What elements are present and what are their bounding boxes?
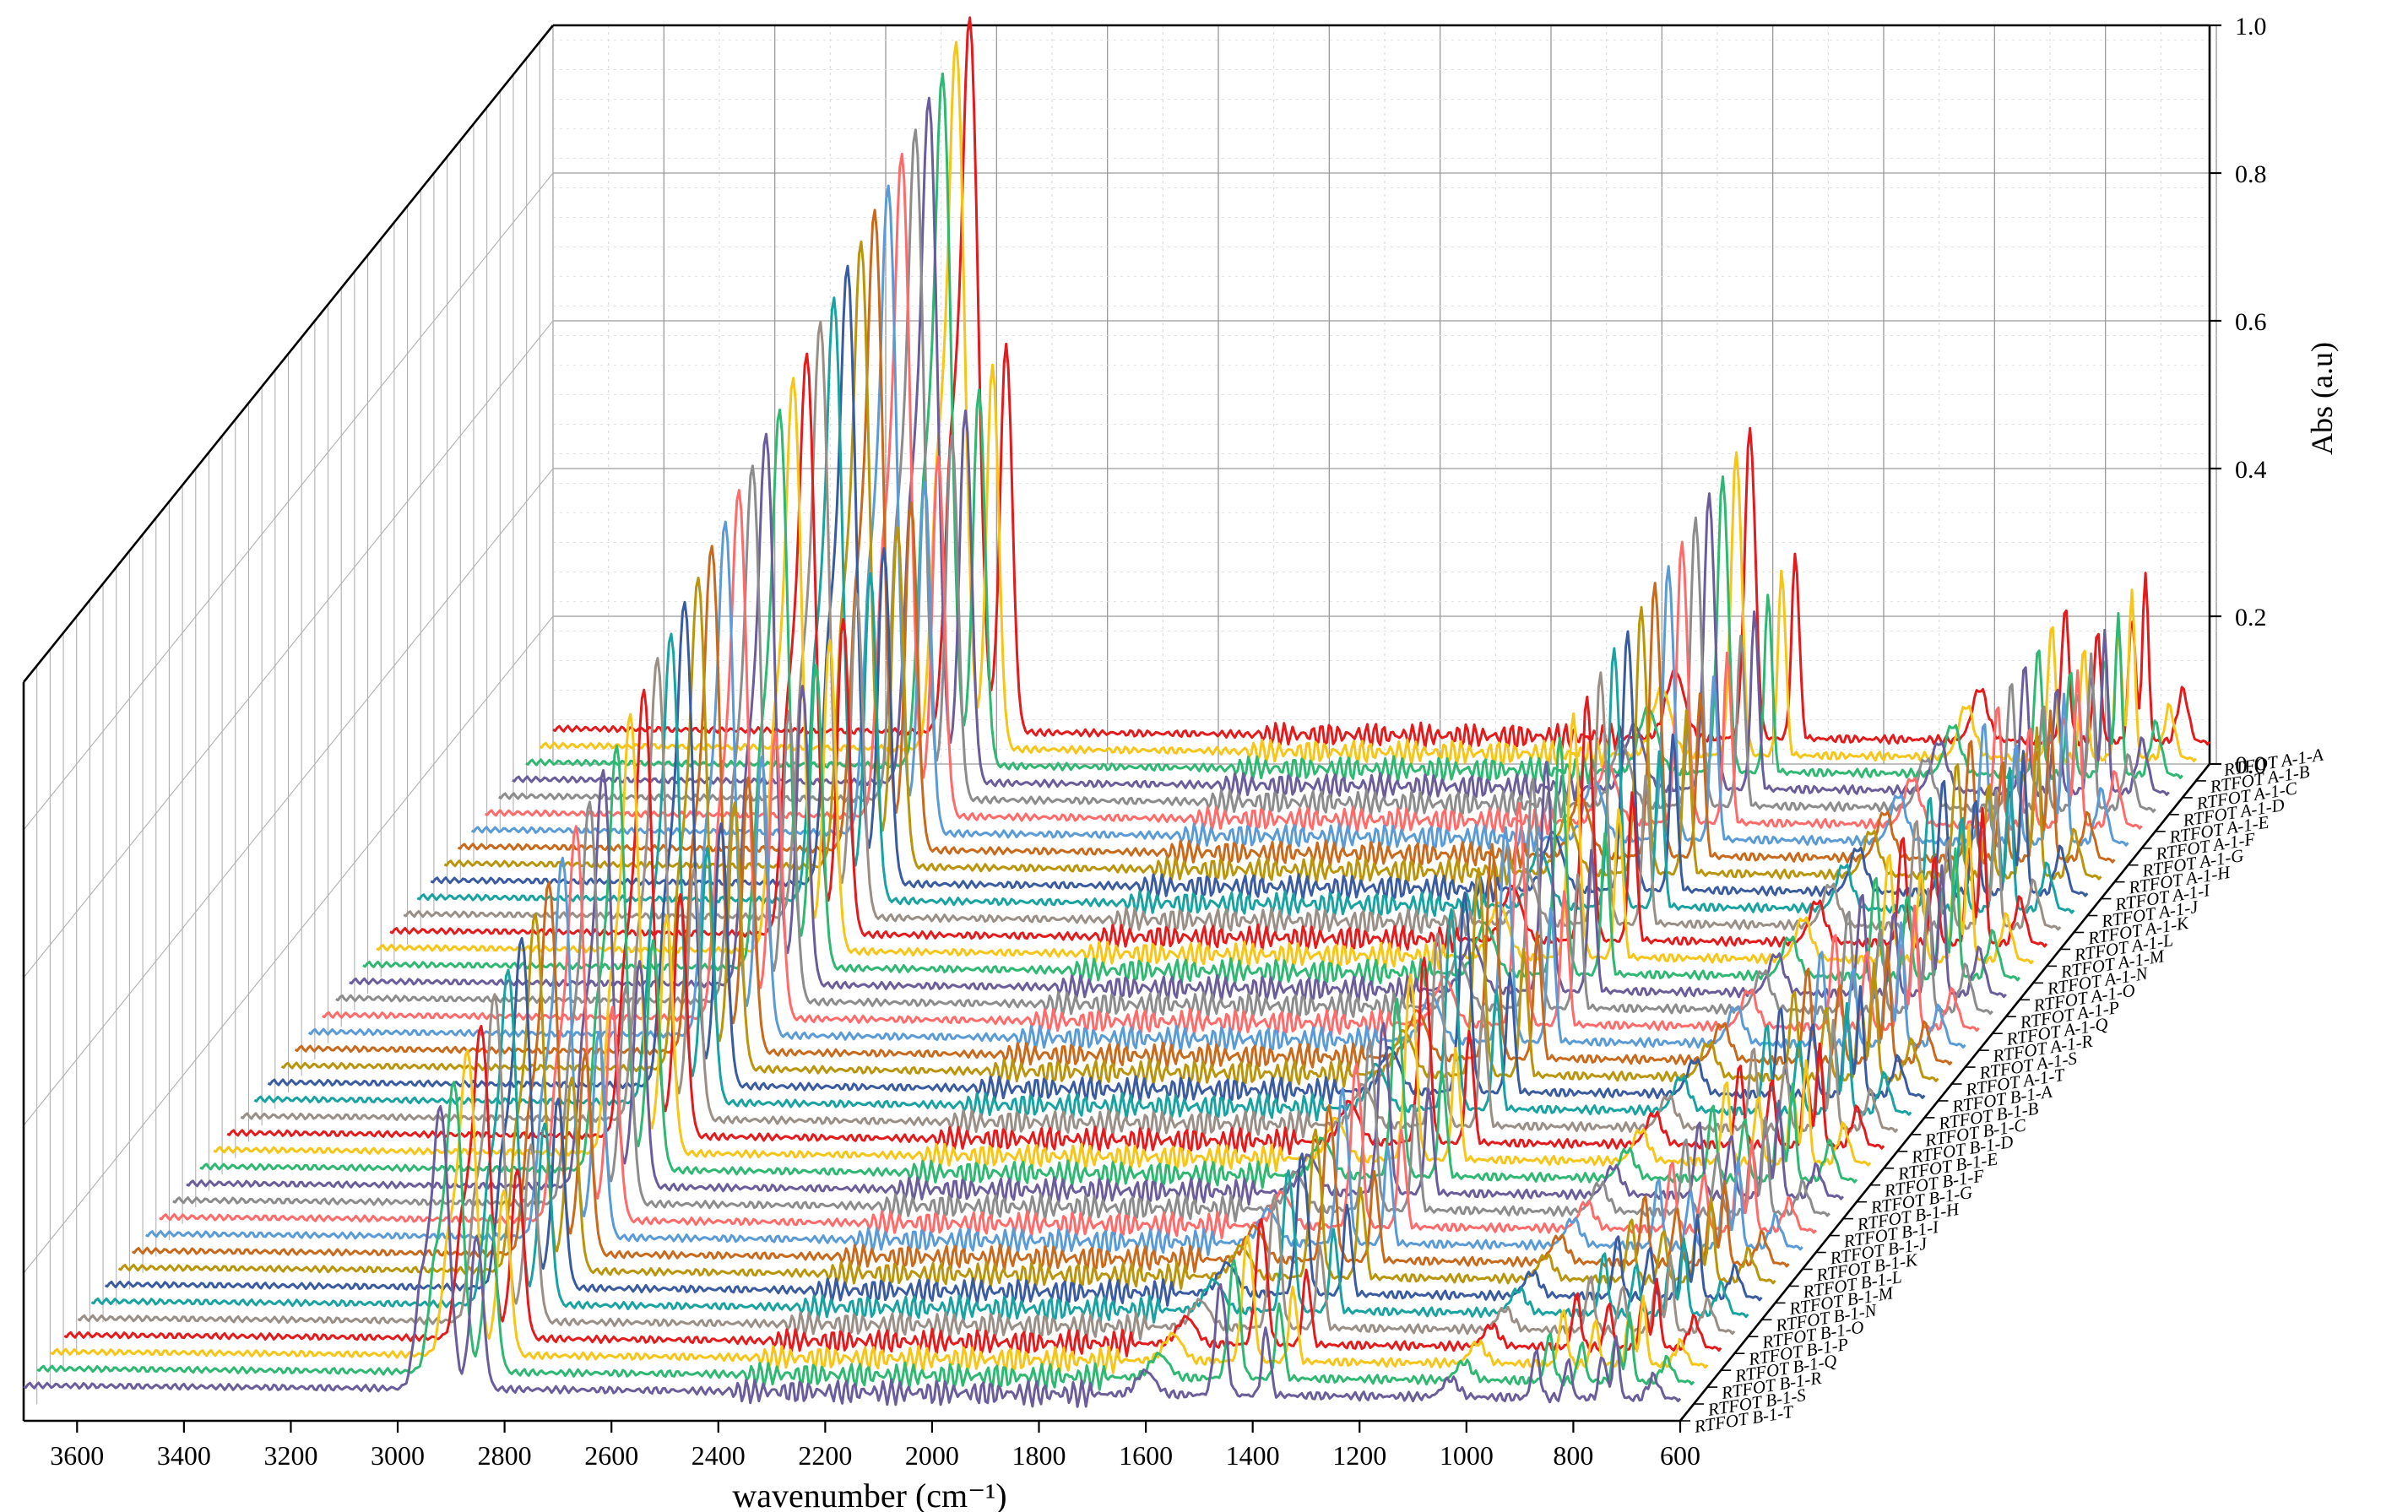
series-line — [484, 152, 2143, 836]
x-tick-label: 3200 — [263, 1440, 317, 1471]
axis-line — [1679, 763, 2211, 1422]
x-tick-label: 2000 — [905, 1440, 959, 1471]
spectra-series — [23, 16, 2211, 1408]
grid-major-line — [23, 468, 554, 1126]
series-line — [307, 520, 1966, 1054]
x-tick-label: 1600 — [1119, 1440, 1173, 1471]
x-tick-label: 2800 — [478, 1440, 532, 1471]
x-tick-label: 1800 — [1012, 1440, 1066, 1471]
x-tick-label: 1000 — [1440, 1440, 1494, 1471]
series-line — [50, 1049, 1709, 1374]
x-tick-label: 1400 — [1226, 1440, 1280, 1471]
z-tick-label: 0.4 — [2235, 456, 2267, 484]
z-axis-ticks: 0.0 0.2 0.4 0.6 0.8 1.0 — [2210, 13, 2267, 779]
series-line — [294, 545, 1953, 1071]
series-line — [416, 296, 2075, 920]
series-line — [63, 1024, 1722, 1358]
x-tick-label: 3400 — [157, 1440, 211, 1471]
series-line — [145, 856, 1803, 1257]
series-line — [403, 321, 2062, 937]
grid-major-line — [23, 615, 554, 1274]
series-line — [322, 489, 1980, 1038]
axis-line — [22, 24, 555, 683]
x-tick-label: 2400 — [691, 1440, 746, 1471]
series-line — [131, 881, 1790, 1274]
series-line — [552, 16, 2211, 751]
series-line — [77, 993, 1736, 1341]
x-tick-label: 800 — [1553, 1440, 1593, 1471]
x-tick-label: 3000 — [371, 1440, 425, 1471]
series-line — [430, 264, 2089, 903]
series-line — [470, 184, 2129, 853]
series-line — [104, 936, 1763, 1308]
series-line — [457, 209, 2116, 870]
z-tick-label: 0.8 — [2235, 160, 2267, 188]
series-line — [376, 377, 2035, 971]
x-tick-label: 2600 — [584, 1440, 638, 1471]
x-tick-label: 600 — [1660, 1440, 1700, 1471]
series-line — [159, 825, 1817, 1240]
x-tick-label: 1200 — [1332, 1440, 1386, 1471]
x-tick-label: 3600 — [50, 1440, 104, 1471]
z-tick-label: 0.6 — [2235, 308, 2267, 336]
series-line — [443, 240, 2102, 886]
x-tick-label: 2200 — [798, 1440, 852, 1471]
series-line — [335, 464, 1993, 1021]
series-line — [512, 96, 2170, 802]
z-tick-label: 0.2 — [2235, 604, 2267, 631]
axes-frame — [22, 24, 2211, 1423]
left-wall-grid — [23, 25, 554, 1421]
grid-major-line — [23, 172, 554, 831]
series-line — [90, 968, 1749, 1325]
x-axis-label: wavenumber (cm⁻¹) — [732, 1477, 1006, 1512]
series-line — [389, 352, 2048, 954]
series-line — [36, 1081, 1695, 1391]
series-line — [117, 913, 1776, 1291]
series-line — [525, 72, 2183, 785]
series-line — [498, 128, 2156, 819]
series-line — [539, 41, 2198, 768]
series-line — [349, 432, 2007, 1005]
x-axis-ticks: 3600 3400 3200 3000 2800 2600 2400 2200 2000 1800… — [50, 1421, 1700, 1471]
grid-major-line — [23, 320, 554, 978]
z-tick-label: 1.0 — [2235, 13, 2267, 41]
z-tick-label: 0.0 — [2235, 751, 2267, 779]
z-axis-label: Abs (a.u) — [2305, 342, 2339, 455]
series-line — [23, 1105, 1682, 1408]
